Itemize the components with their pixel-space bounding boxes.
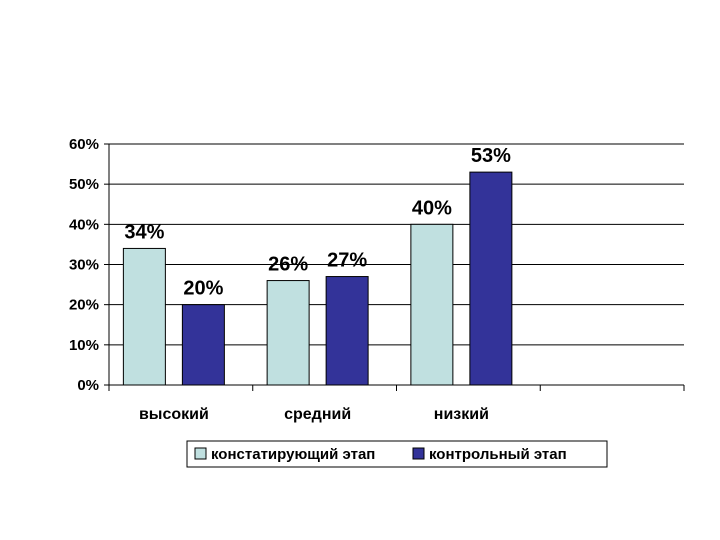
data-label: 53% (471, 145, 511, 167)
bar-stage1 (266, 280, 310, 386)
y-tick-label: 50% (69, 176, 99, 193)
bar-stage2 (325, 276, 369, 386)
x-category-label: высокий (139, 406, 209, 423)
bars-layer (122, 171, 513, 386)
x-axis-categories: высокий средний низкий (139, 406, 489, 423)
data-label: 27% (327, 250, 367, 272)
data-labels: 34% 20% 26% 27% 40% 53% (124, 145, 511, 300)
y-tick-label: 0% (77, 377, 99, 394)
y-tick-label: 40% (69, 216, 99, 233)
bar-stage2 (469, 171, 513, 386)
x-category-label: низкий (434, 406, 489, 423)
data-label: 26% (268, 254, 308, 276)
legend-label: контрольный этап (429, 446, 567, 463)
legend-box (186, 440, 608, 468)
legend-label: констатирующий этап (211, 446, 375, 463)
bar-stage2 (181, 304, 225, 386)
x-category-label: средний (284, 406, 351, 423)
legend-swatch (194, 447, 207, 460)
data-label: 34% (124, 221, 164, 243)
y-axis-ticks: 0% 10% 20% 30% 40% 50% 60% (69, 136, 99, 394)
data-label: 20% (183, 278, 223, 300)
data-label: 40% (412, 197, 452, 219)
y-tick-label: 10% (69, 337, 99, 354)
y-tick-label: 60% (69, 136, 99, 153)
bar-stage1 (410, 223, 454, 386)
bar-stage1 (122, 247, 166, 386)
y-tick-label: 30% (69, 257, 99, 274)
legend: констатирующий этап контрольный этап (186, 440, 608, 468)
y-tick-label: 20% (69, 297, 99, 314)
axes (104, 143, 685, 391)
legend-swatch (412, 447, 425, 460)
